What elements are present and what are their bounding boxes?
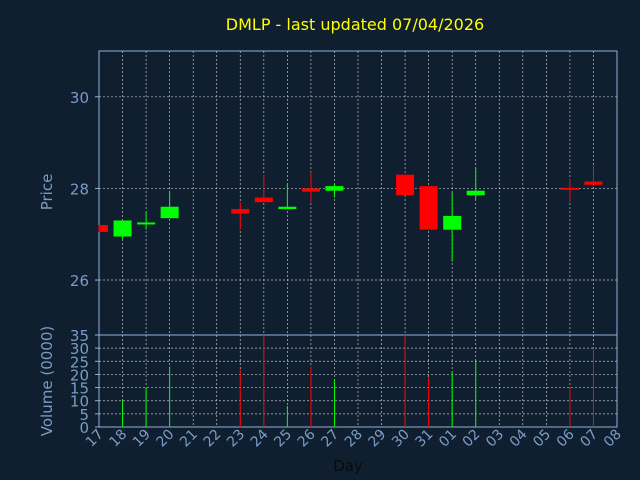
volume-tick-label: 20 xyxy=(70,366,89,384)
x-tick-label: 22 xyxy=(201,427,225,451)
price-grid xyxy=(99,51,617,335)
volume-bars xyxy=(122,335,594,427)
x-axis-label: Day xyxy=(333,457,363,475)
candle-body xyxy=(560,187,579,190)
price-tick-label: 28 xyxy=(70,180,89,198)
candle-body xyxy=(113,220,132,237)
x-tick-label: 26 xyxy=(295,426,319,450)
candle-body xyxy=(443,215,462,230)
x-tick-label: 04 xyxy=(507,426,531,450)
x-tick-label: 07 xyxy=(577,427,601,451)
candle-body xyxy=(160,206,179,219)
volume-tick-label: 0 xyxy=(79,419,89,437)
volume-axis-label: Volume (0000) xyxy=(38,326,56,436)
x-tick-label: 21 xyxy=(177,427,201,451)
candle-body xyxy=(137,222,156,225)
x-tick-label: 19 xyxy=(130,427,154,451)
volume-tick-label: 5 xyxy=(79,406,89,424)
x-tick-label: 20 xyxy=(154,427,178,451)
candle-body xyxy=(396,174,415,196)
x-tick-label: 03 xyxy=(483,427,507,451)
candle-body xyxy=(584,181,603,185)
volume-tick-label: 15 xyxy=(70,380,89,398)
x-tick-label: 08 xyxy=(601,427,625,451)
price-tick-label: 30 xyxy=(70,89,89,107)
candle-body xyxy=(231,209,250,214)
candle-body xyxy=(254,197,273,203)
volume-tick-label: 25 xyxy=(70,353,89,371)
price-axis-label: Price xyxy=(38,174,56,211)
x-tick-label: 31 xyxy=(413,427,437,451)
x-tick-label: 24 xyxy=(248,426,272,450)
candle-body xyxy=(301,188,320,192)
chart-title: DMLP - last updated 07/04/2026 xyxy=(226,15,484,34)
candles xyxy=(98,165,603,262)
x-tick-label: 23 xyxy=(224,427,248,451)
x-tick-label: 29 xyxy=(365,427,389,451)
x-tick-label: 30 xyxy=(389,427,413,451)
x-tick-label: 27 xyxy=(318,427,342,451)
x-tick-label: 01 xyxy=(436,427,460,451)
x-tick-label: 06 xyxy=(554,426,578,450)
candle-body xyxy=(466,190,485,196)
x-tick-label: 28 xyxy=(342,427,366,451)
x-tick-label: 25 xyxy=(271,427,295,451)
candle-body xyxy=(278,206,297,210)
volume-grid xyxy=(99,335,617,427)
candle-body xyxy=(419,186,438,230)
x-axis-ticks: 17 18 19 20 21 22 23 24 25 26 27 28 29 30 31 01 02 03 04 05… xyxy=(83,426,625,450)
price-y-ticks: 26 28 30 xyxy=(70,89,99,290)
x-tick-label: 05 xyxy=(530,427,554,451)
x-tick-label: 02 xyxy=(460,427,484,451)
candle-body xyxy=(99,225,108,232)
volume-tick-label: 10 xyxy=(70,393,89,411)
x-tick-label: 18 xyxy=(106,427,130,451)
volume-tick-label: 30 xyxy=(70,340,89,358)
price-tick-label: 26 xyxy=(70,272,89,290)
volume-tick-label: 35 xyxy=(70,327,89,345)
candle-body xyxy=(325,186,344,191)
price-panel: 26 28 30 Price xyxy=(38,50,618,336)
